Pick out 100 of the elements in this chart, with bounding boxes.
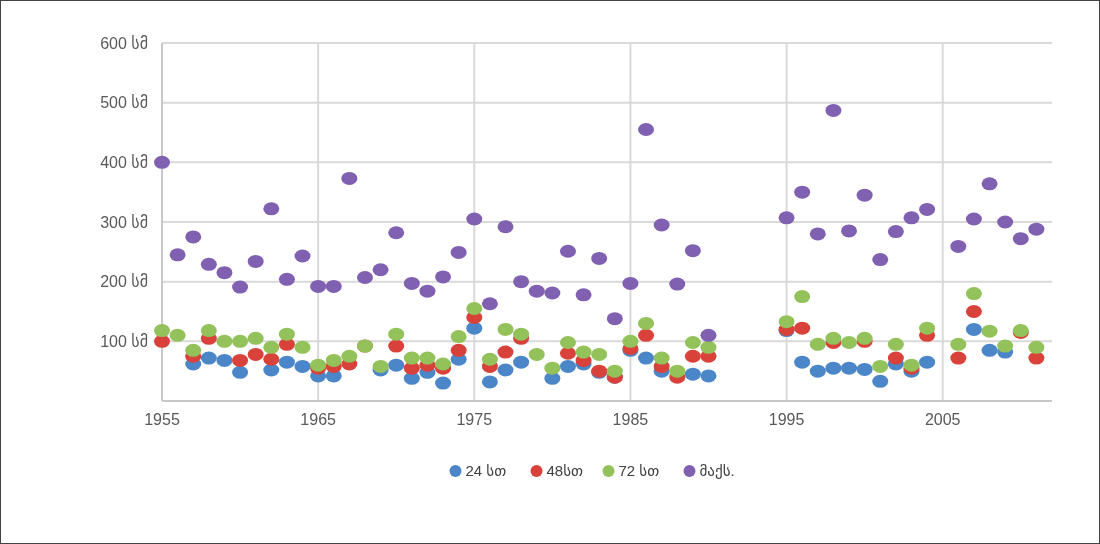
point: [513, 355, 530, 369]
point: [1028, 222, 1045, 236]
point: [450, 245, 467, 259]
point: [435, 270, 452, 284]
point: [200, 257, 217, 271]
point: [403, 351, 420, 365]
point: [653, 218, 670, 232]
point: [669, 277, 686, 291]
point: [247, 347, 264, 361]
point: [606, 364, 623, 378]
point: [575, 288, 592, 302]
point: [372, 263, 389, 277]
point: [528, 284, 545, 298]
y-tick-label: 600 სმ: [100, 34, 148, 52]
point: [887, 225, 904, 239]
point: [1012, 232, 1029, 246]
point: [513, 327, 530, 341]
point: [325, 353, 342, 367]
point: [778, 211, 795, 225]
y-tick-label: 300 სმ: [100, 213, 148, 231]
point: [965, 287, 982, 301]
point: [700, 340, 717, 354]
point: [684, 244, 701, 258]
point: [606, 312, 623, 326]
point: [965, 212, 982, 226]
point: [997, 339, 1014, 353]
point: [403, 276, 420, 290]
point: [638, 316, 655, 330]
point: [997, 215, 1014, 229]
point: [919, 355, 936, 369]
point: [887, 337, 904, 351]
point: [435, 376, 452, 390]
point: [950, 337, 967, 351]
point: [450, 343, 467, 357]
x-tick-label: 1985: [612, 411, 649, 428]
point: [481, 297, 498, 311]
point: [559, 359, 576, 373]
point: [872, 359, 889, 373]
point: [544, 361, 561, 375]
point: [841, 361, 858, 375]
y-tick-label: 100 სმ: [100, 332, 148, 350]
point: [185, 230, 202, 244]
point: [684, 349, 701, 363]
point: [481, 352, 498, 366]
point: [247, 254, 264, 268]
point: [310, 279, 327, 293]
point: [154, 155, 170, 169]
point: [794, 321, 811, 335]
point: [232, 353, 249, 367]
point: [794, 290, 811, 304]
point: [278, 355, 295, 369]
point: [919, 202, 936, 216]
point: [825, 331, 842, 345]
point: [638, 328, 655, 342]
point: [950, 351, 967, 365]
point: [622, 334, 639, 348]
x-tick-label: 1995: [768, 411, 805, 428]
y-tick-label: 500 სმ: [100, 94, 148, 112]
point: [513, 275, 530, 289]
point: [622, 276, 639, 290]
point: [388, 358, 405, 372]
point: [638, 123, 655, 137]
point: [1028, 340, 1045, 354]
point: [466, 212, 483, 226]
point: [341, 171, 358, 185]
point: [232, 365, 249, 379]
point: [278, 327, 295, 341]
point: [200, 324, 217, 338]
point: [294, 249, 311, 263]
x-tick-label: 1975: [456, 411, 493, 428]
point: [528, 347, 545, 361]
point: [653, 351, 670, 365]
point: [216, 353, 233, 367]
point: [950, 239, 967, 253]
point: [169, 248, 186, 262]
point: [481, 375, 498, 389]
point: [356, 270, 373, 284]
point: [294, 359, 311, 373]
point: [466, 321, 483, 335]
point: [965, 322, 982, 336]
point: [559, 346, 576, 360]
point: [591, 347, 608, 361]
point: [388, 327, 405, 341]
point: [263, 352, 280, 366]
point: [700, 369, 717, 383]
x-tick-label: 1965: [300, 411, 337, 428]
point: [841, 336, 858, 350]
point: [809, 364, 826, 378]
y-tick-label: 400 სმ: [100, 153, 148, 171]
point: [903, 211, 920, 225]
legend-label: მაქს.: [699, 462, 735, 480]
point: [388, 339, 405, 353]
point: [981, 177, 998, 191]
point: [856, 188, 873, 202]
point: [544, 286, 561, 300]
point: [388, 226, 405, 240]
point: [825, 103, 842, 117]
point: [216, 266, 233, 280]
point: [965, 305, 982, 318]
point: [232, 280, 249, 294]
